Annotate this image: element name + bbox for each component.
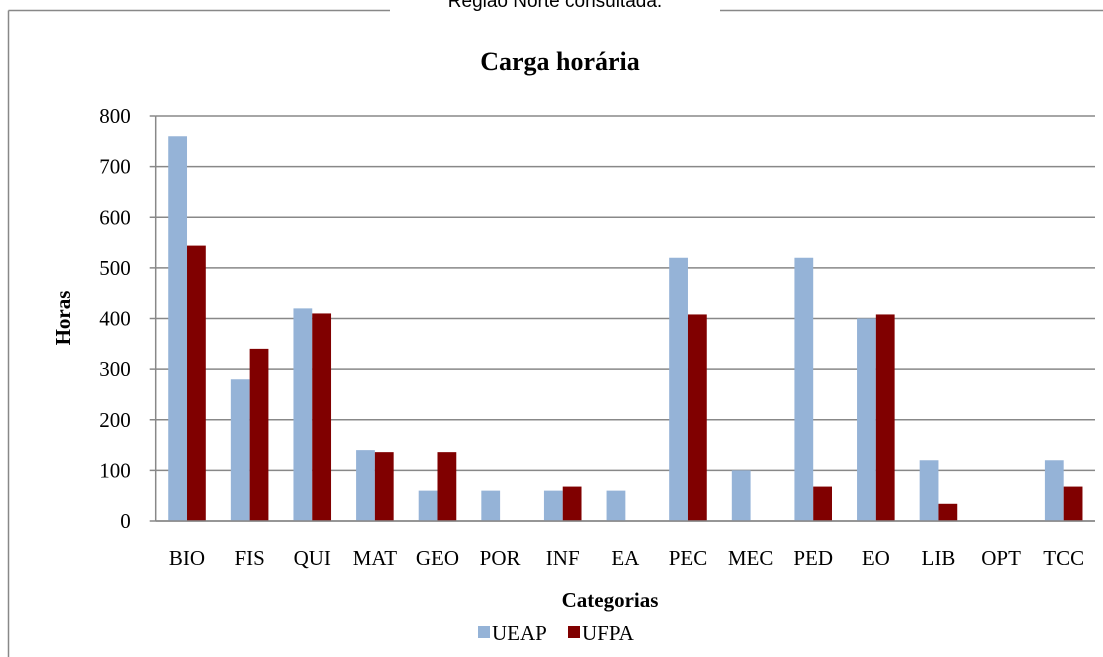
y-tick-label: 800 [99, 104, 131, 128]
legend-swatch [568, 626, 580, 638]
legend-swatch [478, 626, 490, 638]
x-tick-label: EO [862, 546, 890, 570]
bar [1063, 486, 1083, 521]
x-tick-label: MEC [728, 546, 774, 570]
bar [374, 452, 394, 521]
x-tick-label: EA [611, 546, 640, 570]
bar [562, 486, 582, 521]
y-axis-label: Horas [51, 291, 75, 346]
bar [687, 314, 707, 521]
legend-label: UEAP [492, 621, 547, 645]
bar [168, 136, 188, 521]
bar [813, 486, 832, 521]
x-tick-label: POR [480, 546, 521, 570]
y-tick-label: 700 [99, 155, 131, 179]
bar [857, 318, 876, 521]
bar [731, 470, 751, 521]
bar [606, 490, 626, 521]
bar [187, 245, 206, 521]
x-tick-label: INF [546, 546, 580, 570]
bar [418, 490, 438, 521]
bar [437, 452, 457, 521]
bar [669, 257, 688, 521]
bar [794, 257, 814, 521]
chart-title: Carga horária [480, 47, 640, 76]
y-tick-label: 600 [99, 205, 131, 229]
y-tick-label: 200 [99, 408, 131, 432]
legend-label: UFPA [582, 621, 635, 645]
x-tick-label: FIS [234, 546, 264, 570]
x-tick-label: GEO [416, 546, 459, 570]
bar [293, 308, 313, 521]
y-tick-label: 400 [99, 307, 131, 331]
y-tick-label: 500 [99, 256, 131, 280]
bar [1044, 460, 1064, 521]
x-tick-label: BIO [169, 546, 205, 570]
bar [875, 314, 895, 521]
bar [543, 490, 563, 521]
bar [938, 503, 958, 521]
bar [230, 379, 250, 521]
x-tick-label: OPT [981, 546, 1021, 570]
x-tick-label: QUI [294, 546, 331, 570]
bar [481, 490, 501, 521]
x-tick-label: PEC [669, 546, 708, 570]
bar [356, 450, 375, 521]
y-tick-label: 300 [99, 357, 131, 381]
caption: Região Norte consultada. [448, 0, 662, 12]
bar [312, 313, 332, 521]
x-tick-label: TCC [1043, 546, 1084, 570]
bar [919, 460, 939, 521]
bar [249, 348, 269, 521]
x-tick-label: LIB [922, 546, 956, 570]
y-tick-label: 100 [99, 458, 131, 482]
x-axis-label: Categorias [562, 588, 659, 612]
x-tick-label: PED [793, 546, 833, 570]
y-tick-label: 0 [120, 509, 131, 533]
x-tick-label: MAT [353, 546, 398, 570]
